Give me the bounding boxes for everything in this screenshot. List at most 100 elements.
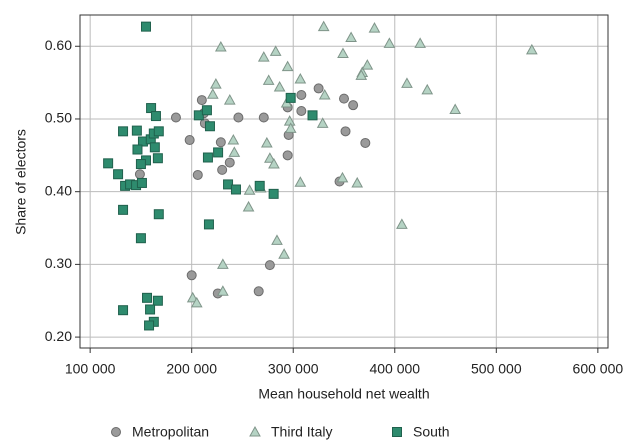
point [317, 20, 330, 32]
point [339, 93, 349, 104]
point [268, 158, 280, 169]
point [217, 164, 228, 175]
x-tick-label: 300 000 [268, 361, 319, 377]
legend-label: Third Italy [271, 424, 332, 440]
point [131, 125, 142, 136]
point [260, 136, 273, 148]
point [145, 304, 156, 315]
y-tick-label: 0.40 [45, 182, 72, 198]
point [242, 200, 255, 212]
point [206, 88, 219, 99]
point [141, 21, 151, 32]
point [152, 295, 163, 306]
point [132, 144, 143, 155]
point [170, 112, 181, 123]
point [217, 258, 229, 269]
x-axis-label: Mean household net wealth [258, 386, 429, 402]
point [262, 74, 275, 85]
x-tick-label: 200 000 [166, 361, 217, 377]
point [368, 22, 381, 33]
point [150, 111, 161, 122]
point [204, 121, 215, 132]
point [243, 184, 256, 195]
point [230, 184, 241, 195]
point [210, 78, 222, 89]
point [217, 285, 229, 296]
point [135, 233, 146, 244]
point [193, 110, 204, 121]
point [223, 94, 236, 105]
legend-label: South [413, 424, 450, 440]
legend-marker [111, 427, 121, 437]
point [307, 110, 318, 121]
point [134, 169, 145, 180]
point [281, 60, 294, 72]
point [144, 320, 155, 331]
point [215, 137, 226, 148]
point [213, 147, 224, 158]
point [227, 134, 240, 145]
point [254, 180, 265, 191]
point [233, 112, 244, 123]
point [401, 77, 413, 88]
point [192, 169, 203, 180]
point [224, 157, 235, 168]
y-tick-label: 0.60 [45, 37, 72, 53]
point [361, 59, 374, 70]
point [345, 31, 357, 43]
point [253, 286, 264, 297]
point [313, 83, 324, 94]
point [223, 179, 234, 190]
point [152, 153, 163, 164]
point [383, 37, 396, 48]
legend-marker [249, 425, 261, 437]
legend-marker [392, 427, 402, 437]
point [201, 105, 212, 116]
point [396, 218, 408, 229]
point [136, 177, 147, 188]
point [282, 150, 293, 161]
point [316, 117, 329, 128]
point [294, 72, 307, 84]
y-axis-label: Share of electors [13, 129, 29, 235]
point [355, 69, 368, 80]
point [153, 209, 164, 220]
point [525, 43, 538, 55]
point [153, 126, 164, 137]
x-tick-label: 600 000 [573, 361, 624, 377]
point [184, 135, 195, 146]
point [149, 142, 160, 153]
point [268, 188, 279, 199]
point [269, 45, 282, 56]
x-tick-label: 500 000 [471, 361, 522, 377]
legend-label: Metropolitan [132, 424, 209, 440]
point [285, 92, 296, 103]
x-tick-label: 400 000 [369, 361, 420, 377]
point [118, 305, 129, 316]
point [214, 40, 227, 52]
point [296, 89, 307, 100]
point [336, 171, 349, 183]
point [202, 152, 213, 163]
point [257, 51, 270, 62]
point [337, 47, 349, 59]
point [186, 270, 197, 281]
point [271, 234, 283, 245]
point [360, 137, 371, 148]
point [103, 158, 114, 169]
point [351, 176, 364, 188]
point [340, 126, 351, 137]
point [278, 248, 290, 259]
point [264, 152, 276, 163]
point [414, 37, 427, 48]
point [284, 122, 297, 133]
point [118, 204, 129, 215]
point [296, 105, 307, 116]
point [113, 169, 124, 180]
plot-frame [79, 14, 609, 349]
point [294, 176, 307, 187]
x-tick-label: 100 000 [65, 361, 116, 377]
point [449, 103, 462, 115]
point [118, 126, 129, 137]
